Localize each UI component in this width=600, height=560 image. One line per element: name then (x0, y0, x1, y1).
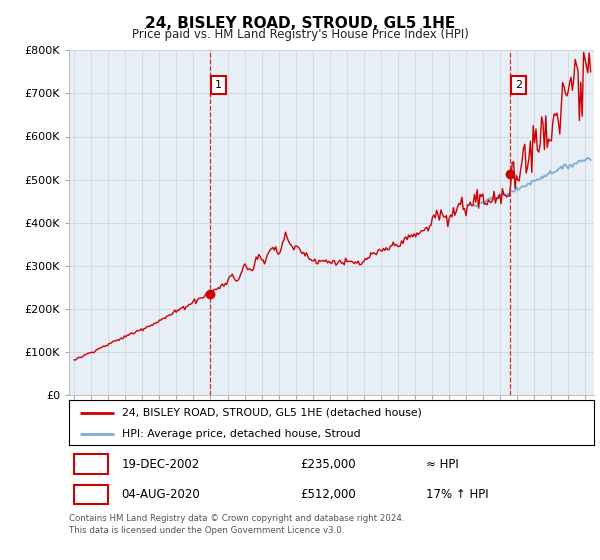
Text: 17% ↑ HPI: 17% ↑ HPI (426, 488, 488, 501)
Text: 19-DEC-2002: 19-DEC-2002 (121, 458, 200, 470)
Text: 24, BISLEY ROAD, STROUD, GL5 1HE (detached house): 24, BISLEY ROAD, STROUD, GL5 1HE (detach… (121, 408, 421, 418)
Text: 04-AUG-2020: 04-AUG-2020 (121, 488, 200, 501)
Text: ≈ HPI: ≈ HPI (426, 458, 459, 470)
FancyBboxPatch shape (74, 455, 109, 474)
Text: HPI: Average price, detached house, Stroud: HPI: Average price, detached house, Stro… (121, 428, 360, 438)
Text: Price paid vs. HM Land Registry's House Price Index (HPI): Price paid vs. HM Land Registry's House … (131, 28, 469, 41)
Text: 2: 2 (88, 488, 95, 501)
Text: Contains HM Land Registry data © Crown copyright and database right 2024.
This d: Contains HM Land Registry data © Crown c… (69, 514, 404, 535)
FancyBboxPatch shape (74, 486, 109, 505)
Text: 1: 1 (88, 458, 95, 470)
Text: £512,000: £512,000 (300, 488, 356, 501)
Text: £235,000: £235,000 (300, 458, 356, 470)
Text: 2: 2 (515, 80, 523, 90)
Text: 1: 1 (215, 80, 222, 90)
Text: 24, BISLEY ROAD, STROUD, GL5 1HE: 24, BISLEY ROAD, STROUD, GL5 1HE (145, 16, 455, 31)
